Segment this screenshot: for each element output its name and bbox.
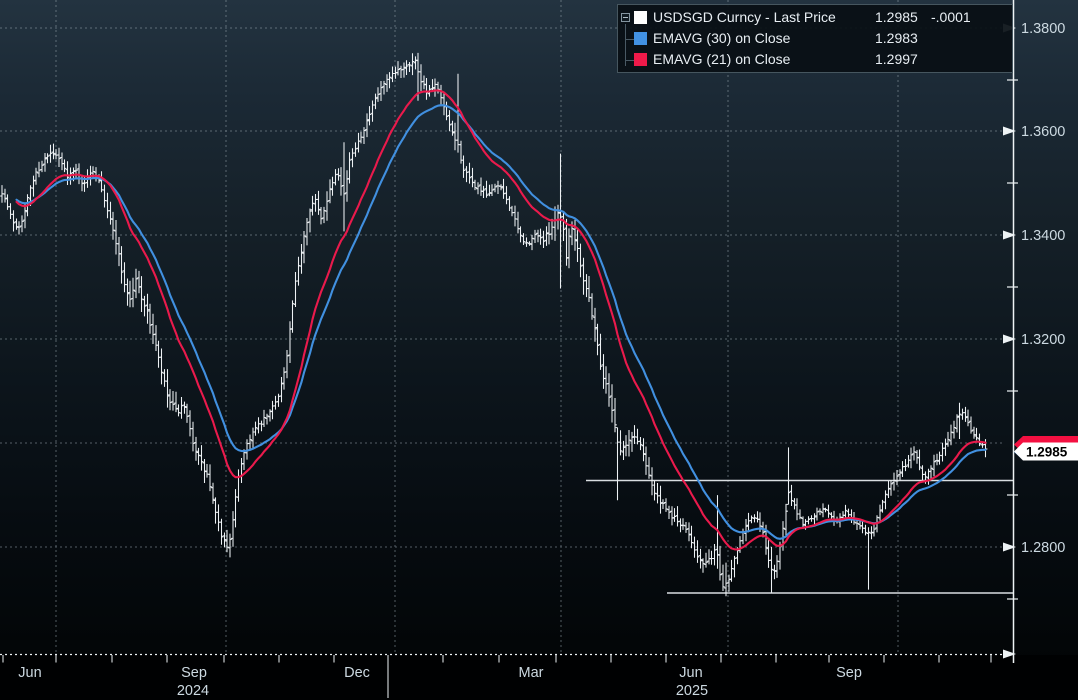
legend-row-emavg-30[interactable]: EMAVG (30) on Close 1.2983	[621, 28, 1008, 49]
year-label: 2025	[676, 683, 708, 699]
legend-row-emavg-21[interactable]: EMAVG (21) on Close 1.2997	[621, 49, 1008, 70]
x-tick-label: Jun	[679, 665, 702, 681]
tree-collapse-icon[interactable]	[621, 13, 630, 22]
x-axis-labels: Jun Sep Dec Mar Jun Sep 2024 2025	[18, 665, 862, 699]
legend-change: -.0001	[931, 9, 971, 25]
x-axis-arrow-icon	[1003, 649, 1016, 659]
tree-branch-line	[621, 28, 634, 49]
x-axis-strip	[0, 655, 1078, 700]
price-tick-arrow-icon	[1003, 542, 1016, 552]
x-tick-label: Jun	[18, 665, 41, 681]
last-price-tag-label: 1.2985	[1026, 445, 1068, 460]
tree-branch-line	[621, 49, 634, 70]
y-tick-label: 1.3400	[1021, 228, 1065, 244]
price-tick-arrow-icon	[1003, 230, 1016, 240]
x-tick-label: Sep	[181, 665, 207, 681]
last-price-tag	[1014, 442, 1078, 461]
legend-label: EMAVG (21) on Close	[653, 51, 791, 67]
x-tick-label: Dec	[344, 665, 370, 681]
year-label: 2024	[177, 683, 209, 699]
legend-value: 1.2983	[875, 30, 918, 46]
price-tick-arrow-icon	[1003, 334, 1016, 344]
legend-value: 1.2985	[875, 9, 918, 25]
legend-panel: USDSGD Curncy - Last Price 1.2985 -.0001…	[617, 4, 1013, 73]
x-tick-label: Mar	[519, 665, 544, 681]
x-tick-label: Sep	[836, 665, 862, 681]
emavg-21-line	[15, 89, 987, 551]
legend-swatch-last-price	[634, 11, 647, 24]
legend-label: EMAVG (30) on Close	[653, 30, 791, 46]
emavg-30-line	[15, 104, 987, 540]
y-tick-label: 1.3200	[1021, 332, 1065, 348]
y-axis-labels: 1.3800 1.3600 1.3400 1.3200 1.2800	[1003, 21, 1065, 556]
ohlc-bars	[0, 52, 988, 597]
gridlines	[0, 0, 1002, 654]
y-tick-label: 1.2800	[1021, 540, 1065, 556]
legend-row-last-price[interactable]: USDSGD Curncy - Last Price 1.2985 -.0001	[621, 7, 1008, 28]
legend-label: USDSGD Curncy - Last Price	[653, 9, 836, 25]
legend-swatch-emavg-30	[634, 32, 647, 45]
axes	[0, 0, 1018, 698]
legend-swatch-emavg-21	[634, 53, 647, 66]
price-tick-arrow-icon	[1003, 126, 1016, 136]
y-tick-label: 1.3800	[1021, 21, 1065, 37]
y-tick-label: 1.3600	[1021, 124, 1065, 140]
legend-value: 1.2997	[875, 51, 918, 67]
